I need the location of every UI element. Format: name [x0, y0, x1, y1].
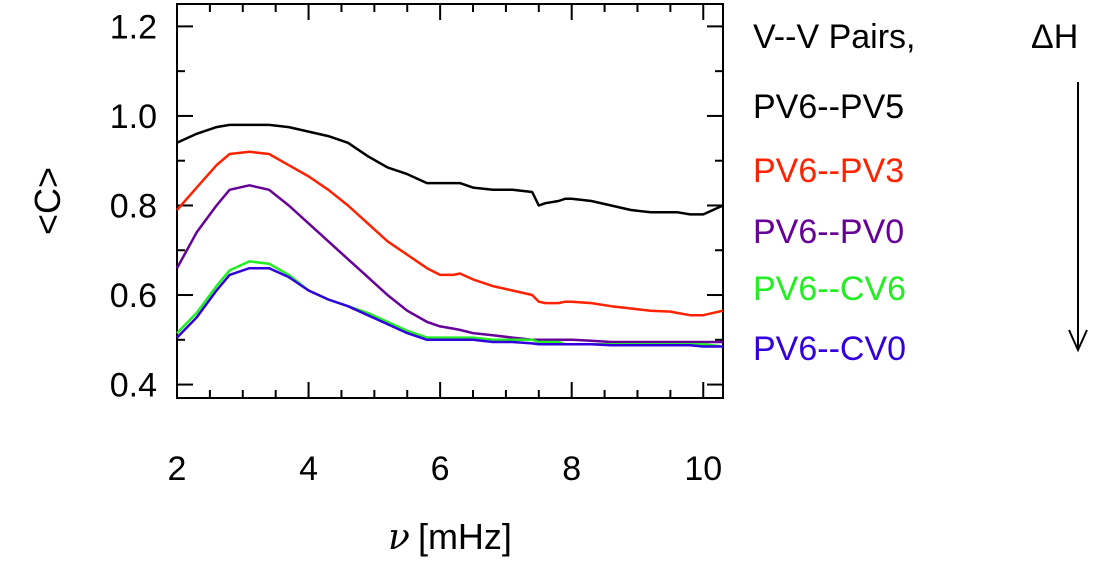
delta-h-label: ΔH: [1031, 18, 1078, 56]
nu-symbol: ν: [388, 517, 410, 558]
x-axis-unit: [mHz]: [418, 516, 512, 557]
x-tick-label: 4: [299, 450, 318, 488]
plot-area: [177, 4, 723, 398]
x-axis-label: ν [mHz]: [388, 516, 512, 558]
series-lines: [177, 125, 723, 347]
legend-entry: PV6--CV6: [753, 270, 906, 308]
y-tick-label: 0.8: [110, 187, 157, 225]
y-tick-label: 1.2: [110, 8, 157, 46]
x-tick-labels: 2 4 6 8 10: [168, 450, 723, 488]
y-tick-label: 0.6: [110, 277, 157, 315]
x-tick-label: 8: [562, 450, 581, 488]
legend-entry: PV6--PV5: [753, 88, 904, 126]
y-axis-label: <C>: [27, 167, 68, 235]
series-line-pv6-pv3: [177, 152, 723, 315]
x-tick-label: 6: [431, 450, 450, 488]
y-tick-labels: 0.4 0.6 0.8 1.0 1.2: [110, 8, 157, 404]
legend-entry: PV6--CV0: [753, 330, 906, 368]
legend-entry: PV6--PV3: [753, 152, 904, 190]
legend-entry: PV6--PV0: [753, 213, 904, 251]
delta-h-arrow: [1069, 82, 1087, 350]
y-tick-label: 1.0: [110, 98, 157, 136]
y-tick-label: 0.4: [110, 367, 157, 405]
x-tick-label: 2: [168, 450, 187, 488]
x-tick-label: 10: [684, 450, 722, 488]
legend: PV6--PV5 PV6--PV3 PV6--PV0 PV6--CV6 PV6--CV0: [753, 88, 906, 368]
series-line-pv6-cv0: [177, 268, 723, 346]
legend-title: V--V Pairs,: [753, 18, 915, 56]
series-line-pv6-pv5: [177, 125, 723, 214]
